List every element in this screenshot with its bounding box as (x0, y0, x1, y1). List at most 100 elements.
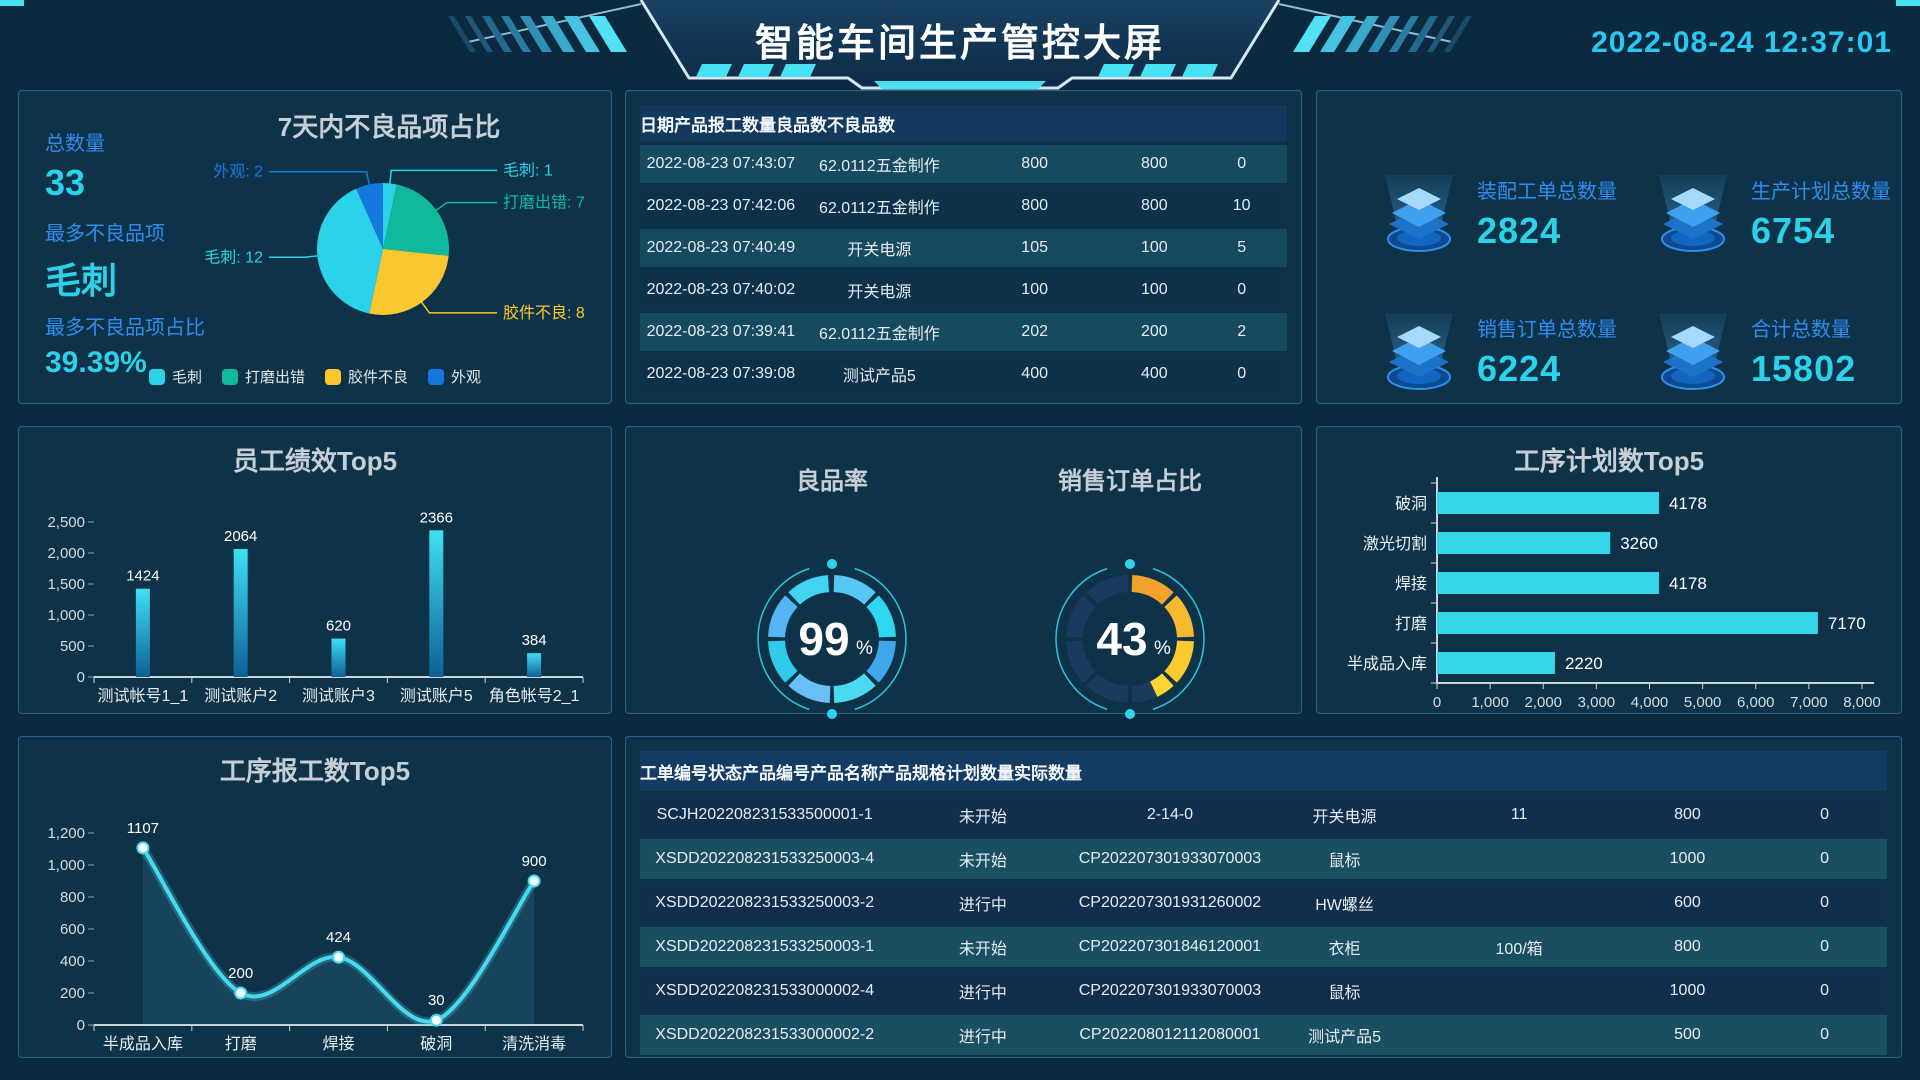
y-axis-label: 焊接 (1395, 575, 1427, 593)
table-cell: 未开始 (958, 809, 1007, 826)
panel-workorder-table: 工单编号 状态 产品编号 产品名称 产品规格 计划数量 实际数量 SCJH202208231… (625, 736, 1902, 1058)
table-row: 2022-08-23 07:40:02 开关电源 100 100 0 (640, 271, 1287, 309)
stat-top-defect: 最多不良品项 毛刺 (45, 217, 165, 304)
bar (233, 549, 248, 677)
bar (1437, 612, 1818, 634)
table-cell: 未开始 (958, 941, 1007, 958)
table-cell: 100 (1021, 281, 1048, 298)
table-cell: 202 (1021, 323, 1048, 340)
x-axis-label: 清洗消毒 (502, 1035, 566, 1053)
y-axis-label: 1,500 (47, 576, 85, 593)
bar-value-label: 7170 (1828, 614, 1866, 633)
order-stat-value: 2824 (1477, 210, 1562, 251)
legend-swatch (148, 368, 165, 385)
data-point (429, 1013, 443, 1027)
table-cell: 11 (1510, 806, 1528, 823)
table-cell: CP202207301931260002 (1078, 894, 1262, 911)
y-axis-label: 500 (60, 638, 85, 655)
legend-label: 外观 (451, 369, 482, 386)
page-title: 智能车间生产管控大屏 (754, 23, 1165, 65)
legend-item[interactable]: 毛刺 (148, 366, 202, 387)
table-cell: 2022-08-23 07:40:49 (646, 239, 796, 256)
panel-report-table: 日期 产品 报工数量 良品数 不良品数 2022-08-23 07:43:07 62.01… (625, 90, 1302, 404)
stat-value: 毛刺 (45, 260, 118, 301)
table-cell: 800 (1021, 197, 1048, 214)
y-axis-label: 2,000 (47, 545, 85, 562)
table-cell: 2-14-0 (1146, 806, 1194, 823)
x-axis-label: 破洞 (420, 1035, 452, 1053)
bar-value-label: 384 (522, 632, 547, 649)
table-cell: XSDD202208231533000002-2 (655, 1026, 875, 1043)
panel-employee-bar: 员工绩效Top5 0 500 1,000 1,500 2,000 2,500 1424 测试帐… (18, 426, 612, 714)
x-axis-label: 4,000 (1631, 694, 1669, 711)
pie-slice (356, 183, 383, 249)
table-cell: HW螺丝 (1315, 897, 1374, 914)
column-header: 日期 (640, 115, 674, 135)
bar (135, 588, 150, 677)
table-cell: XSDD202208231533250003-4 (655, 850, 875, 867)
table-cell: 鼠标 (1328, 985, 1361, 1002)
table-row: XSDD202208231533000002-4 进行中 CP20220730193… (640, 971, 1887, 1011)
stat-top-defect-ratio: 最多不良品项占比 39.39% (45, 311, 205, 380)
stat-value: 39.39% (45, 346, 147, 379)
x-axis-label: 半成品入库 (103, 1035, 183, 1053)
table-cell: 100 (1140, 281, 1168, 298)
table-cell: 0 (1237, 365, 1247, 382)
y-axis-label: 600 (60, 921, 85, 938)
table-cell: 5 (1237, 239, 1247, 256)
x-axis-label: 测试账户5 (400, 687, 473, 705)
pie-label-line (388, 169, 497, 186)
pie-label: 外观: 2 (213, 163, 263, 181)
gauge-dot (1125, 559, 1135, 569)
y-axis-label: 激光切割 (1363, 535, 1427, 553)
column-header: 工单编号 (640, 763, 708, 783)
column-header: 计划数量 (946, 763, 1014, 783)
table-cell: 进行中 (958, 1029, 1007, 1046)
legend-item[interactable]: 外观 (428, 366, 481, 387)
order-stat-assembly: 装配工单总数量 2824 (1375, 171, 1617, 259)
legend-item[interactable]: 打磨出错 (221, 366, 305, 387)
x-axis-label: 0 (1433, 694, 1441, 711)
gauge-title-yield: 良品率 (796, 468, 868, 495)
data-point (234, 986, 248, 1000)
header-decoration (0, 0, 1920, 90)
x-axis-label: 测试帐号1_1 (98, 687, 189, 705)
table-cell: 200 (1140, 323, 1168, 340)
legend-label: 打磨出错 (244, 369, 305, 386)
table-cell: 测试产品5 (842, 368, 916, 385)
legend-item[interactable]: 胶件不良 (325, 366, 408, 387)
header: 智能车间生产管控大屏 2022-08-24 12:37:01 (0, 0, 1920, 92)
table-cell: CP202207301933070003 (1078, 982, 1262, 999)
data-point (136, 841, 150, 855)
column-header: 不良品数 (827, 115, 895, 135)
y-axis-label: 0 (77, 1017, 85, 1034)
table-cell: 600 (1674, 894, 1701, 911)
table-cell: 1000 (1669, 982, 1706, 999)
order-stat-value: 6754 (1751, 210, 1836, 251)
data-point (527, 874, 541, 888)
table-row: 2022-08-23 07:42:06 62.0112五金制作 800 800 10 (640, 187, 1287, 225)
point-value-label: 200 (228, 965, 253, 982)
table-cell: 衣柜 (1328, 941, 1361, 958)
panel-order-stats: 装配工单总数量 2824 生产计划总数量 6754 销售订单总数量 6224 合… (1316, 90, 1902, 404)
stack-layers-icon (1375, 309, 1463, 397)
pie-slice (383, 184, 450, 256)
gauge-unit: % (856, 638, 873, 659)
yield-gauge: 99% (757, 559, 907, 719)
table-row: XSDD202208231533250003-4 未开始 CP20220730193… (640, 839, 1887, 879)
gauge-segment (788, 575, 830, 605)
order-stat-label: 生产计划总数量 (1751, 181, 1891, 203)
x-axis-label: 6,000 (1737, 694, 1775, 711)
bar-chart-title: 员工绩效Top5 (232, 446, 398, 476)
y-axis-label: 800 (60, 889, 85, 906)
line-area (142, 847, 535, 1025)
gauge-value: 43 (1096, 613, 1147, 665)
table-cell: CP202207301933070003 (1078, 850, 1262, 867)
table-cell: XSDD202208231533250003-2 (655, 894, 875, 911)
panel-gauges: 良品率 销售订单占比 99% 43% (625, 426, 1302, 719)
bar (1437, 492, 1659, 514)
table-cell: 0 (1820, 850, 1830, 867)
table-cell: 400 (1140, 365, 1168, 382)
table-cell: 62.0112五金制作 (819, 326, 940, 343)
hbar-chart-title: 工序计划数Top5 (1513, 446, 1705, 476)
